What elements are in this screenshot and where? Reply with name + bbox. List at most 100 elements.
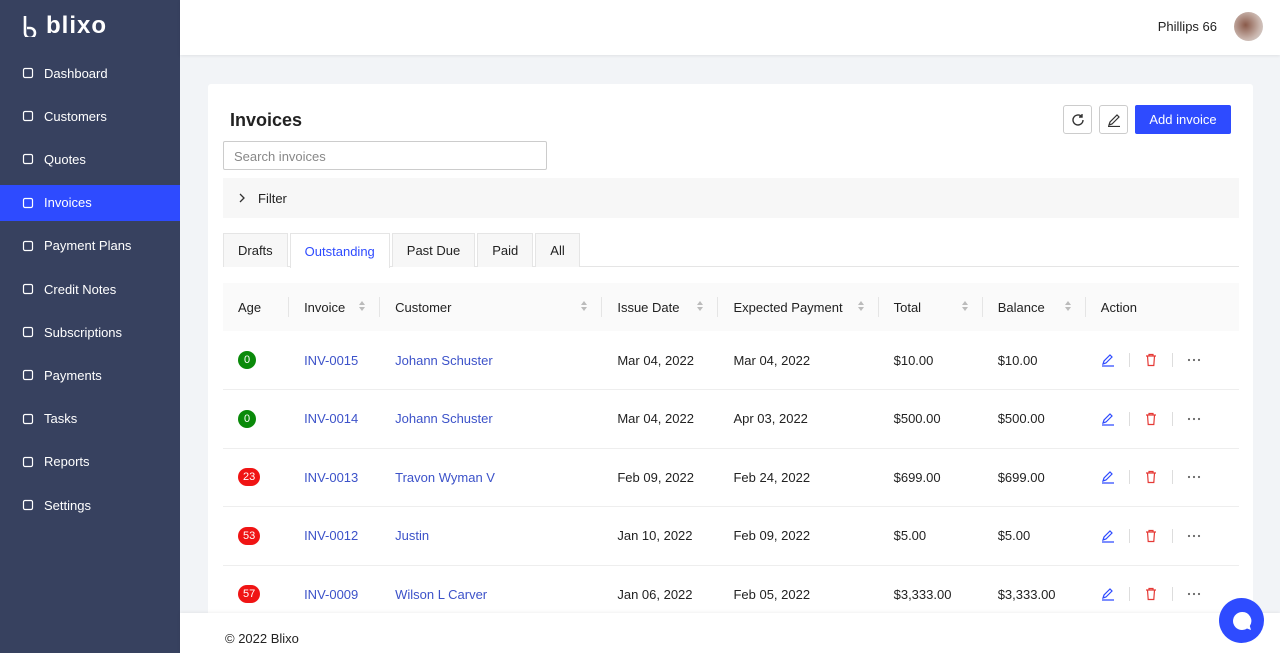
nav-item[interactable]: Customers <box>0 98 180 134</box>
cell-text: $699.00 <box>893 469 941 485</box>
delete-icon[interactable] <box>1144 587 1158 601</box>
add-invoice-button[interactable]: Add invoice <box>1135 105 1231 134</box>
column-header[interactable]: Expected Payment <box>718 283 879 331</box>
cell: $699.00 <box>982 448 1086 507</box>
nav-item[interactable]: Quotes <box>0 141 180 177</box>
edit-icon[interactable] <box>1101 587 1115 601</box>
cell-text: $699.00 <box>997 469 1045 485</box>
nav-item[interactable]: Reports <box>0 444 180 480</box>
customer-link[interactable]: Travon Wyman V <box>395 469 495 485</box>
column-header[interactable]: Issue Date <box>602 283 719 331</box>
invoice-link[interactable]: INV-0013 <box>304 469 359 485</box>
invoice-row: 53 INV-0012 Justin Jan 10, 2022 Feb 09, 2022… <box>223 506 1239 566</box>
brand[interactable]: blixo <box>22 12 107 40</box>
cell: INV-0015 <box>289 331 381 390</box>
cell-text: $3,333.00 <box>893 586 952 602</box>
nav-item[interactable]: Invoices <box>0 184 180 221</box>
cell-text: $5.00 <box>997 528 1031 544</box>
filter-toggle[interactable]: Filter <box>223 178 1239 218</box>
delete-icon[interactable] <box>1144 470 1158 484</box>
cell-text: Mar 04, 2022 <box>733 352 811 368</box>
customer-link[interactable]: Justin <box>395 528 430 544</box>
invoice-table: Age Invoice Customer Issue Date Expected Pay… <box>223 283 1239 624</box>
filter-label: Filter <box>258 190 287 206</box>
delete-icon[interactable] <box>1144 412 1158 426</box>
cell: $5.00 <box>878 506 983 566</box>
column-header[interactable]: Customer <box>380 283 603 331</box>
nav-item[interactable]: Tasks <box>0 401 180 437</box>
cell: 23 <box>223 448 290 507</box>
edit-icon[interactable] <box>1101 470 1115 484</box>
invoice-row: 0 INV-0015 Johann Schuster Mar 04, 2022 Mar … <box>223 331 1239 390</box>
invoice-link[interactable]: INV-0012 <box>304 528 359 544</box>
actions <box>1101 470 1238 485</box>
customer-link[interactable]: Wilson L Carver <box>395 586 488 602</box>
nav-item[interactable]: Credit Notes <box>0 271 180 307</box>
tab[interactable]: Drafts <box>223 233 288 267</box>
nav-item[interactable]: Dashboard <box>0 55 180 91</box>
cell-text: $5.00 <box>893 528 927 544</box>
nav-item[interactable]: Settings <box>0 487 180 523</box>
edit-icon[interactable] <box>1101 529 1115 543</box>
invoice-link[interactable]: INV-0014 <box>304 411 359 427</box>
nav-item[interactable]: Payments <box>0 357 180 393</box>
nav-label: Settings <box>44 497 91 513</box>
invoice-row: 0 INV-0014 Johann Schuster Mar 04, 2022 Apr … <box>223 389 1239 449</box>
more-icon[interactable] <box>1187 592 1201 596</box>
customer-link[interactable]: Johann Schuster <box>395 352 493 368</box>
tabs: Drafts Outstanding Past Due Paid All <box>223 233 1239 268</box>
cell-text: Mar 04, 2022 <box>617 352 694 368</box>
brand-name: blixo <box>46 12 108 39</box>
cell-text: $10.00 <box>893 352 934 368</box>
nav-label: Subscriptions <box>44 324 123 340</box>
column-header[interactable]: Total <box>878 283 983 331</box>
column-header: Age <box>223 283 290 331</box>
edit-icon[interactable] <box>1101 412 1115 426</box>
search-input[interactable]: Search invoices <box>223 141 547 170</box>
more-icon[interactable] <box>1187 534 1201 538</box>
nav-label: Customers <box>44 108 107 124</box>
column-header[interactable]: Balance <box>982 283 1086 331</box>
cell: Johann Schuster <box>380 389 603 449</box>
logo <box>23 16 37 37</box>
edit-icon[interactable] <box>1101 353 1115 367</box>
cell-text: $500.00 <box>893 411 941 427</box>
chat-button[interactable] <box>1219 598 1264 643</box>
column-header[interactable]: Invoice <box>289 283 381 331</box>
cell: $500.00 <box>878 389 983 449</box>
cell-text: Apr 03, 2022 <box>733 411 808 427</box>
tab[interactable]: Outstanding <box>289 233 390 268</box>
delete-icon[interactable] <box>1144 353 1158 367</box>
customer-link[interactable]: Johann Schuster <box>395 411 493 427</box>
actions <box>1101 528 1238 543</box>
cell-text: Jan 06, 2022 <box>617 586 693 602</box>
nav-item[interactable]: Subscriptions <box>0 314 180 350</box>
tab[interactable]: Paid <box>477 233 534 267</box>
nav-label: Payment Plans <box>44 238 132 254</box>
tab[interactable]: Past Due <box>391 233 476 267</box>
invoice-link[interactable]: INV-0015 <box>304 352 359 368</box>
edit-button[interactable] <box>1099 105 1128 134</box>
column-label: Age <box>238 299 262 315</box>
page-title: Invoices <box>230 110 303 130</box>
column-label: Expected Payment <box>733 299 843 315</box>
invoice-row: 23 INV-0013 Travon Wyman V Feb 09, 2022 Feb … <box>223 448 1239 507</box>
cell: 0 <box>223 331 290 390</box>
cell: 0 <box>223 389 290 449</box>
more-icon[interactable] <box>1187 417 1201 421</box>
nav-label: Reports <box>44 454 90 470</box>
refresh-button[interactable] <box>1063 105 1092 134</box>
delete-icon[interactable] <box>1144 529 1158 543</box>
user-name[interactable]: Phillips 66 <box>1157 19 1217 34</box>
invoices-card: Invoices Add invoice Search invoices Fil… <box>208 84 1253 644</box>
column-label: Invoice <box>304 299 346 315</box>
footer-text: © 2022 Blixo <box>225 631 299 646</box>
invoice-link[interactable]: INV-0009 <box>304 586 359 602</box>
more-icon[interactable] <box>1187 358 1201 362</box>
avatar[interactable] <box>1234 12 1263 41</box>
nav-item[interactable]: Payment Plans <box>0 228 180 264</box>
tab[interactable]: All <box>535 233 580 267</box>
more-icon[interactable] <box>1187 475 1201 479</box>
cell: Jan 10, 2022 <box>602 506 719 566</box>
